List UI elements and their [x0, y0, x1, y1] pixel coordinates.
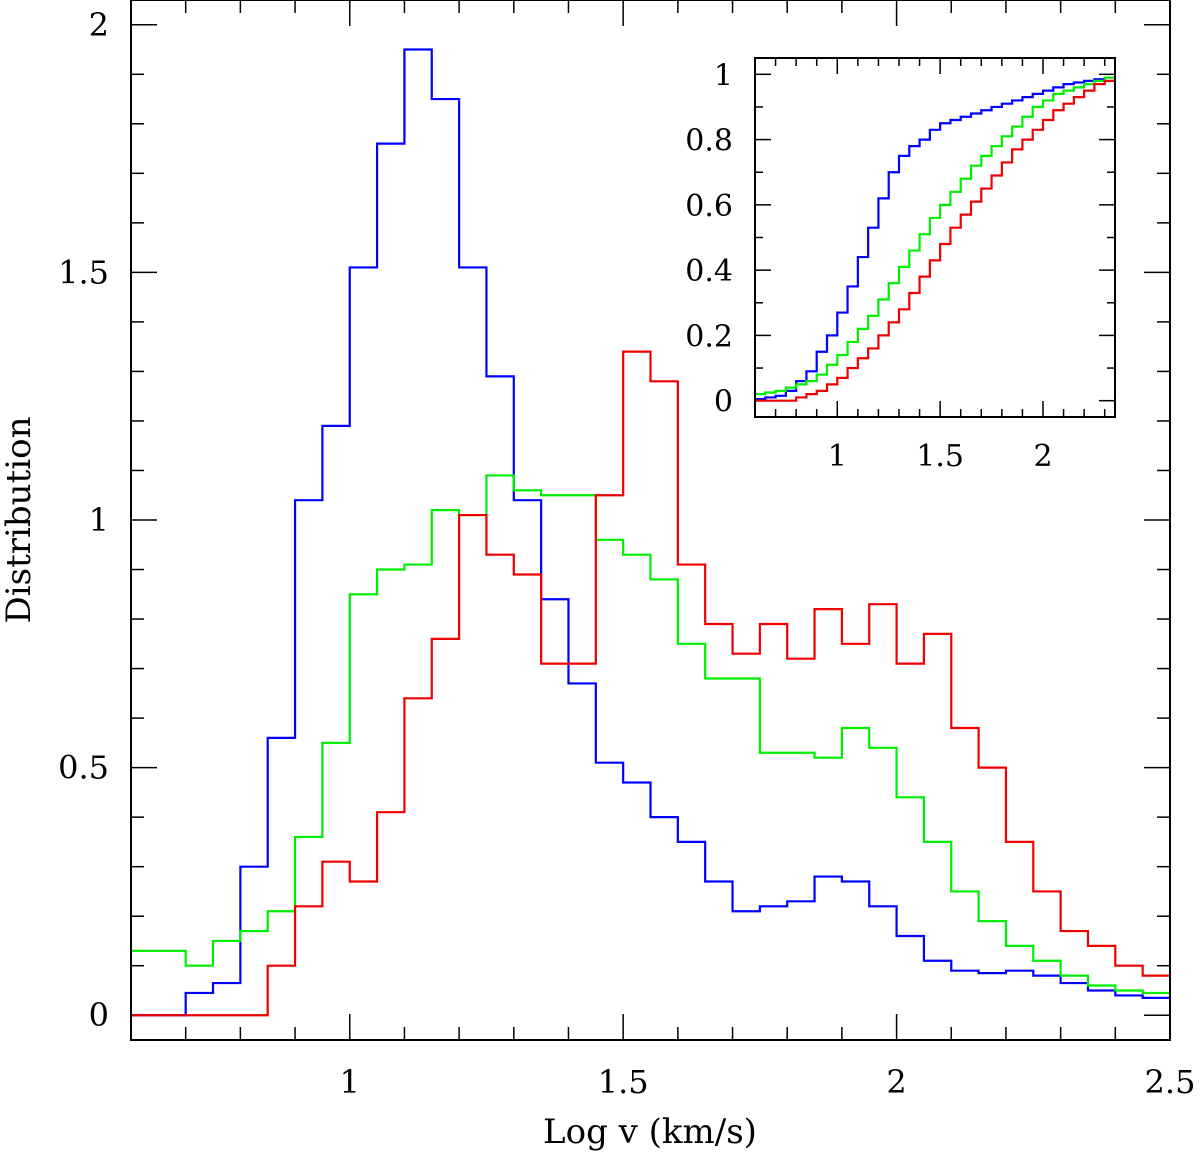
- main-tick-labels: 1 1.5 2 2.5 0 0.5 1 1.5 2: [58, 6, 1195, 1101]
- inset-y-tick-label: 0.6: [685, 189, 733, 224]
- inset-x-tick-label: 2: [1033, 439, 1052, 474]
- x-tick-label: 2.5: [1145, 1063, 1196, 1101]
- inset-y-tick-label: 0.8: [685, 124, 733, 159]
- inset-y-tick-label: 0: [714, 385, 733, 420]
- x-tick-label: 1: [340, 1063, 360, 1101]
- series-green: [131, 474, 1170, 995]
- main-ticks: [131, 0, 1170, 1040]
- main-plot-frame: [130, 0, 1171, 1041]
- inset-x-tick-label: 1: [828, 439, 847, 474]
- x-axis-label: Log v (km/s): [543, 1112, 757, 1152]
- inset-plot-frame: [754, 57, 1116, 418]
- inset-series-blue: [755, 76, 1115, 401]
- x-tick-label: 2: [886, 1063, 906, 1101]
- y-tick-label: 1.5: [58, 253, 109, 291]
- main-series: [131, 48, 1170, 1017]
- y-tick-label: 0.5: [58, 749, 109, 787]
- inset-tick-labels: 1 1.5 2 0 0.2 0.4 0.6 0.8 1: [685, 58, 1052, 474]
- y-tick-label: 2: [89, 6, 109, 44]
- inset-series-red: [755, 79, 1115, 402]
- inset-x-tick-label: 1.5: [916, 439, 964, 474]
- inset-y-tick-label: 0.4: [685, 254, 733, 289]
- y-axis-label: Distribution: [0, 417, 39, 624]
- x-tick-label: 1.5: [598, 1063, 649, 1101]
- inset-y-tick-label: 0.2: [685, 319, 733, 354]
- series-red: [131, 350, 1170, 1017]
- inset-series: [755, 76, 1115, 402]
- inset-background: [755, 58, 1115, 417]
- inset-y-tick-label: 1: [714, 58, 733, 93]
- series-blue: [131, 48, 1170, 1017]
- inset-plot: 1 1.5 2 0 0.2 0.4 0.6 0.8 1: [685, 57, 1116, 474]
- y-tick-label: 0: [89, 996, 109, 1034]
- y-tick-label: 1: [89, 501, 109, 539]
- inset-series-green: [755, 76, 1115, 396]
